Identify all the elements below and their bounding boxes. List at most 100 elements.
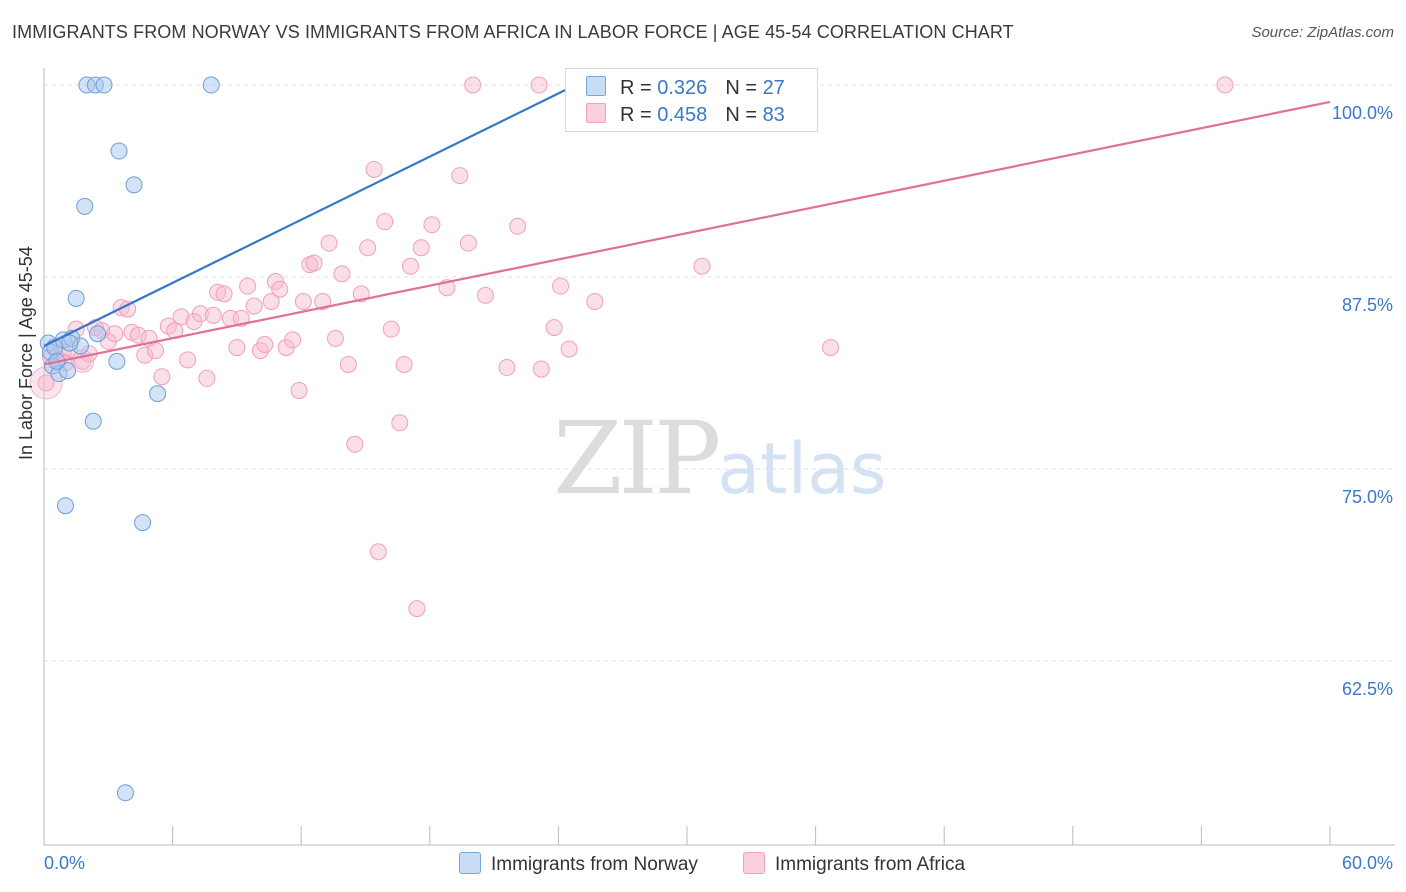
africa-point: [464, 76, 482, 94]
norway-point: [149, 385, 167, 403]
africa-point: [376, 213, 394, 231]
legend-row-africa: R = 0.458 N = 83: [586, 103, 785, 127]
africa-point: [266, 273, 284, 291]
legend-swatch-norway: [586, 76, 606, 96]
africa-point: [251, 342, 269, 360]
africa-point: [552, 277, 570, 295]
africa-point: [284, 331, 302, 349]
africa-point: [365, 160, 383, 178]
africa-point: [106, 325, 124, 343]
africa-point: [179, 351, 197, 369]
africa-point: [228, 339, 246, 357]
africa-point: [198, 369, 216, 387]
norway-point: [134, 514, 152, 532]
norway-point: [95, 76, 113, 94]
legend-africa-n-value: 83: [762, 104, 785, 126]
africa-point: [395, 355, 413, 373]
africa-point: [498, 359, 516, 377]
africa-point: [119, 300, 137, 318]
africa-point: [245, 297, 263, 315]
legend-row-norway: R = 0.326 N = 27: [586, 76, 785, 100]
africa-point: [560, 340, 578, 358]
africa-point: [191, 305, 209, 323]
watermark-atlas: atlas: [717, 428, 887, 510]
norway-point: [61, 334, 79, 352]
norway-point: [76, 197, 94, 215]
africa-point: [262, 293, 280, 311]
series-norway-points: [39, 76, 600, 802]
africa-point: [359, 239, 377, 257]
africa-point: [204, 306, 222, 324]
trend-lines: [43, 84, 1331, 366]
legend-norway-r-label: R =: [620, 77, 652, 99]
chart-title: IMMIGRANTS FROM NORWAY VS IMMIGRANTS FRO…: [12, 22, 1014, 42]
africa-point: [693, 257, 711, 275]
africa-point: [423, 216, 441, 234]
africa-point: [459, 234, 477, 252]
africa-point: [822, 339, 840, 357]
legend-africa-n-label: N =: [725, 104, 757, 126]
africa-point: [451, 167, 469, 185]
africa-point: [586, 293, 604, 311]
africa-point: [326, 329, 344, 347]
norway-point: [202, 76, 220, 94]
bottom-legend-africa-label: Immigrants from Africa: [775, 854, 966, 875]
bottom-legend-swatch-africa: [743, 852, 765, 874]
africa-point: [320, 234, 338, 252]
legend-swatch-africa: [586, 103, 606, 123]
africa-point: [346, 435, 364, 453]
africa-point: [532, 360, 550, 378]
africa-trend-line: [43, 100, 1331, 366]
source-label: Source: ZipAtlas.com: [1251, 24, 1394, 41]
africa-point: [314, 293, 332, 311]
norway-point: [89, 325, 107, 343]
x-tick-label: 60.0%: [1342, 853, 1393, 873]
legend-norway-n-label: N =: [725, 77, 757, 99]
africa-point: [172, 308, 190, 326]
africa-point: [239, 277, 257, 295]
norway-point: [110, 142, 128, 160]
watermark-zip: ZIP: [553, 400, 721, 517]
africa-point: [369, 543, 387, 561]
y-tick-label: 75.0%: [1342, 487, 1393, 507]
africa-point: [136, 346, 154, 364]
africa-point: [37, 374, 55, 392]
norway-point: [116, 784, 134, 802]
series-africa-points: [29, 76, 1234, 618]
legend-norway-n-value: 27: [762, 77, 785, 99]
legend-africa-r-value: 0.458: [657, 104, 708, 126]
bottom-legend-africa: Immigrants from Africa: [743, 852, 965, 876]
norway-trend-line: [43, 84, 577, 348]
africa-point: [129, 326, 147, 344]
africa-point: [391, 414, 409, 432]
y-axis-label: In Labor Force | Age 45-54: [16, 246, 36, 460]
africa-point: [294, 293, 312, 311]
africa-point: [545, 319, 563, 337]
bottom-legend-norway-label: Immigrants from Norway: [491, 854, 698, 875]
norway-point: [125, 176, 143, 194]
africa-point: [382, 320, 400, 338]
y-tick-label: 87.5%: [1342, 295, 1393, 315]
bottom-legend-swatch-norway: [459, 852, 481, 874]
africa-point: [215, 285, 233, 303]
africa-point: [1216, 76, 1234, 94]
africa-point: [402, 257, 420, 275]
zipatlas-watermark: ZIPatlas: [553, 400, 886, 517]
norway-point: [67, 289, 85, 307]
norway-point: [59, 362, 77, 380]
africa-point: [146, 342, 164, 360]
africa-point: [209, 283, 227, 301]
africa-point: [530, 76, 548, 94]
x-tick-label: 0.0%: [44, 853, 85, 873]
africa-point: [305, 254, 323, 272]
africa-point: [339, 355, 357, 373]
africa-point: [412, 239, 430, 257]
africa-point: [477, 286, 495, 304]
correlation-legend: R = 0.326 N = 27 R = 0.458 N = 83: [565, 68, 818, 132]
africa-point: [408, 600, 426, 618]
norway-point: [56, 497, 74, 515]
africa-point: [256, 335, 274, 353]
y-tick-label: 100.0%: [1332, 103, 1393, 123]
africa-point: [509, 217, 527, 235]
